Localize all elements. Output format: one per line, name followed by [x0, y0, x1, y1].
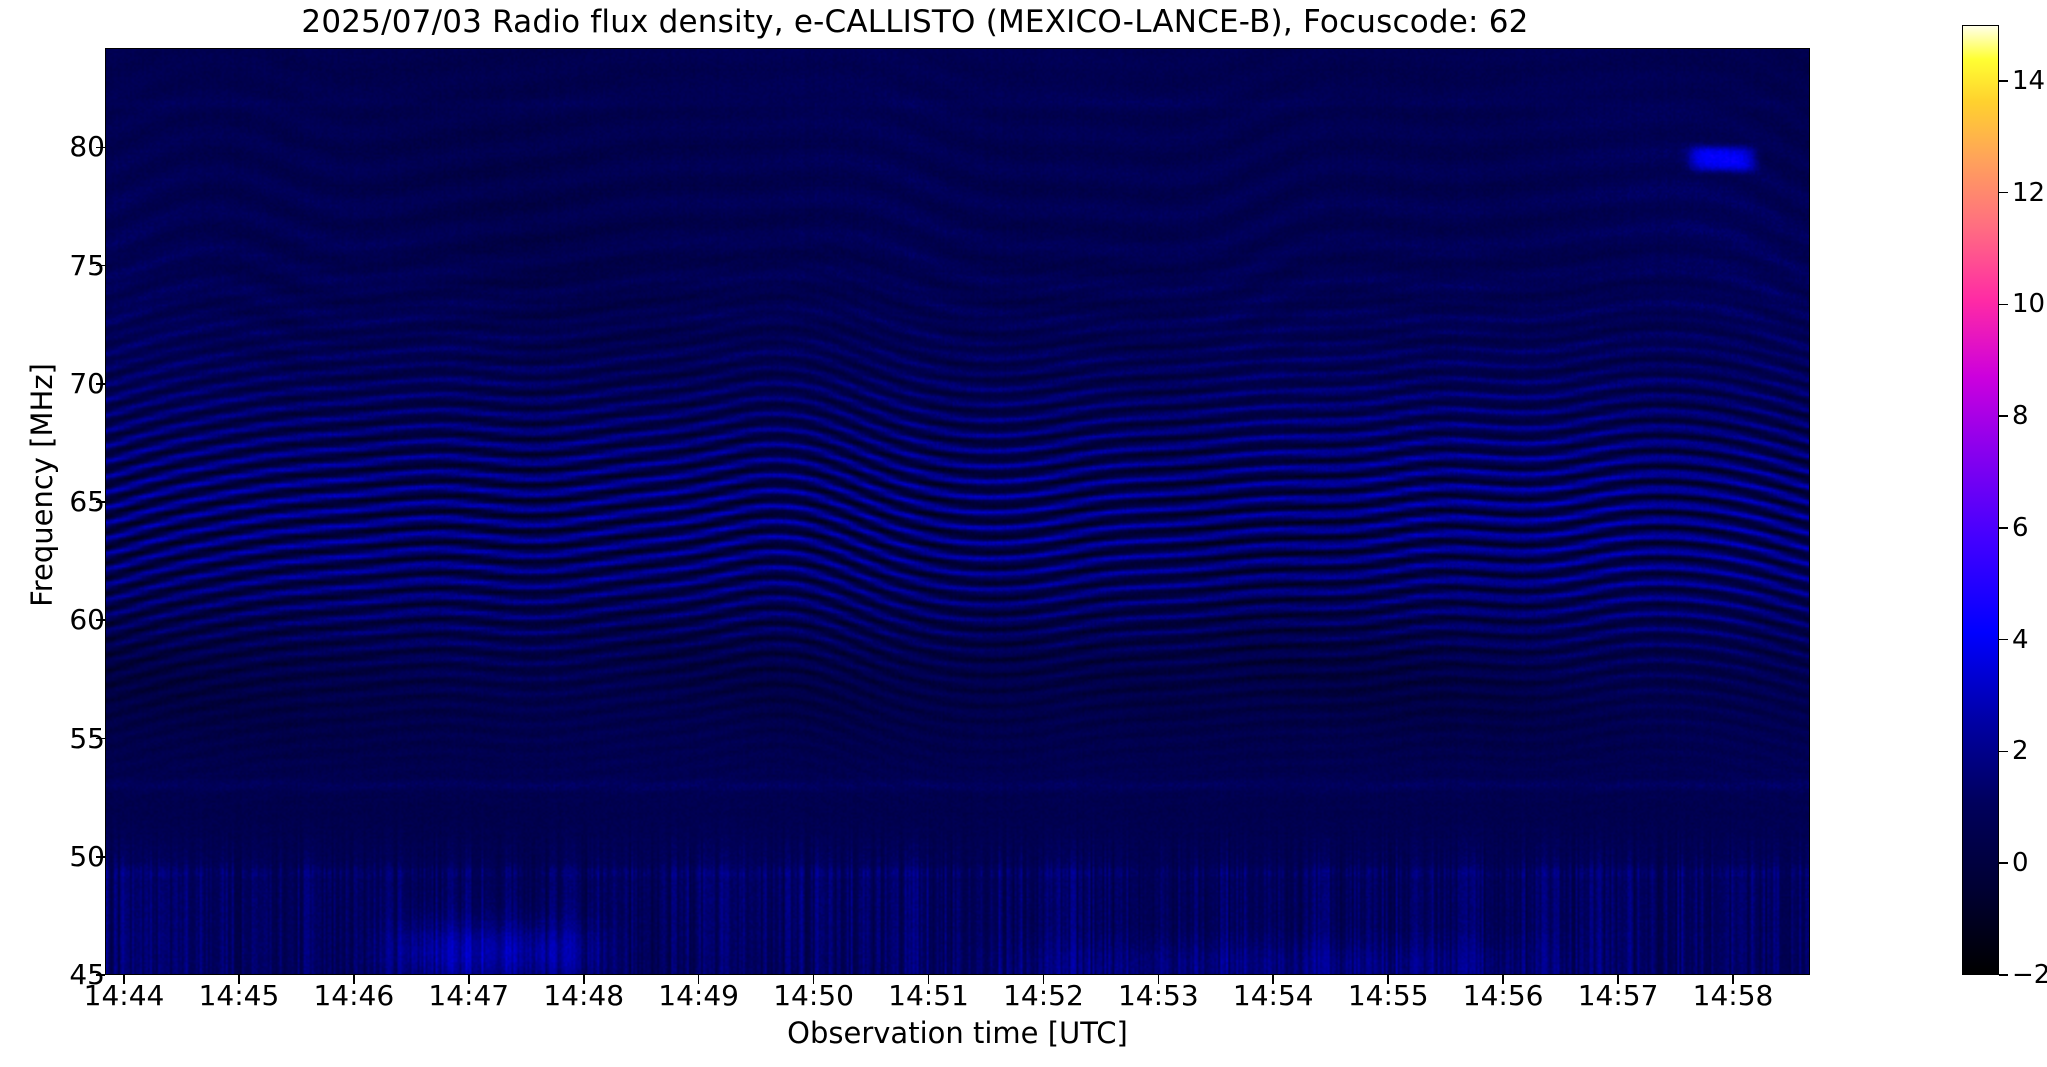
colorbar-tick-label: 12 [2012, 177, 2046, 208]
x-tick-label: 14:44 [83, 979, 165, 1012]
x-tick-label: 14:52 [1003, 979, 1084, 1012]
colorbar-tick-mark [1999, 303, 2008, 306]
colorbar-tick-label: 4 [2012, 624, 2029, 655]
x-tick-label: 14:57 [1577, 979, 1659, 1012]
x-tick-label: 14:53 [1117, 979, 1199, 1012]
x-tick-mark [123, 975, 125, 984]
x-tick-mark [582, 975, 585, 984]
x-tick-mark [697, 975, 700, 984]
x-tick-label: 14:49 [658, 979, 739, 1012]
y-tick-mark [96, 855, 105, 858]
colorbar-tick-label: 14 [2012, 65, 2046, 96]
x-tick-label: 14:50 [773, 979, 854, 1012]
colorbar-tick-mark [1999, 750, 2008, 753]
x-tick-label: 14:47 [428, 979, 510, 1012]
y-tick-mark [96, 501, 105, 503]
spectrogram-image [106, 49, 1809, 974]
x-tick-mark [1272, 975, 1275, 984]
colorbar-tick-mark [1999, 191, 2008, 194]
x-tick-label: 14:55 [1347, 979, 1429, 1012]
x-tick-mark [1502, 975, 1504, 984]
colorbar-tick-label: 6 [2012, 512, 2029, 543]
x-tick-mark [1617, 975, 1619, 984]
y-tick-mark [96, 737, 105, 740]
colorbar-tick-mark [1999, 527, 2008, 529]
x-tick-mark [353, 975, 355, 984]
x-tick-label: 14:54 [1232, 979, 1314, 1012]
x-tick-mark [238, 975, 240, 984]
colorbar [1962, 25, 1999, 975]
x-tick-mark [1387, 975, 1389, 984]
y-tick-mark [96, 264, 105, 267]
x-tick-mark [1732, 975, 1734, 984]
x-axis-title: Observation time [UTC] [787, 1016, 1128, 1050]
x-tick-mark [927, 975, 930, 984]
colorbar-tick-label: −2 [2012, 960, 2047, 990]
colorbar-tick-mark [1999, 638, 2008, 641]
x-tick-label: 14:48 [543, 979, 625, 1012]
y-axis: 80 75 70 65 60 55 50 45 [0, 0, 105, 1067]
x-tick-mark [1042, 975, 1045, 984]
figure-title: 2025/07/03 Radio flux density, e-CALLIST… [301, 4, 1529, 40]
x-tick-label: 14:56 [1462, 979, 1544, 1012]
y-tick-mark [96, 974, 105, 976]
colorbar-tick-label: 8 [2012, 401, 2029, 432]
colorbar-gradient [1963, 26, 1998, 974]
y-tick-mark [96, 383, 105, 385]
spectrogram-plot-area [105, 48, 1810, 975]
colorbar-tick-label: 10 [2012, 289, 2046, 320]
colorbar-tick-mark [1999, 80, 2008, 82]
y-tick-mark [96, 146, 105, 149]
x-tick-label: 14:45 [198, 979, 280, 1012]
colorbar-tick-label: 0 [2012, 848, 2029, 879]
colorbar-tick-label: 2 [2012, 736, 2029, 767]
x-tick-mark [1157, 975, 1160, 984]
colorbar-tick-mark [1999, 862, 2008, 865]
x-tick-label: 14:51 [888, 979, 969, 1012]
x-tick-label: 14:46 [313, 979, 395, 1012]
x-tick-label: 14:58 [1692, 979, 1774, 1012]
y-tick-mark [96, 619, 105, 622]
colorbar-tick-mark [1999, 415, 2008, 417]
x-tick-mark [812, 975, 815, 984]
colorbar-tick-mark [1999, 974, 2008, 976]
x-tick-mark [467, 975, 470, 984]
